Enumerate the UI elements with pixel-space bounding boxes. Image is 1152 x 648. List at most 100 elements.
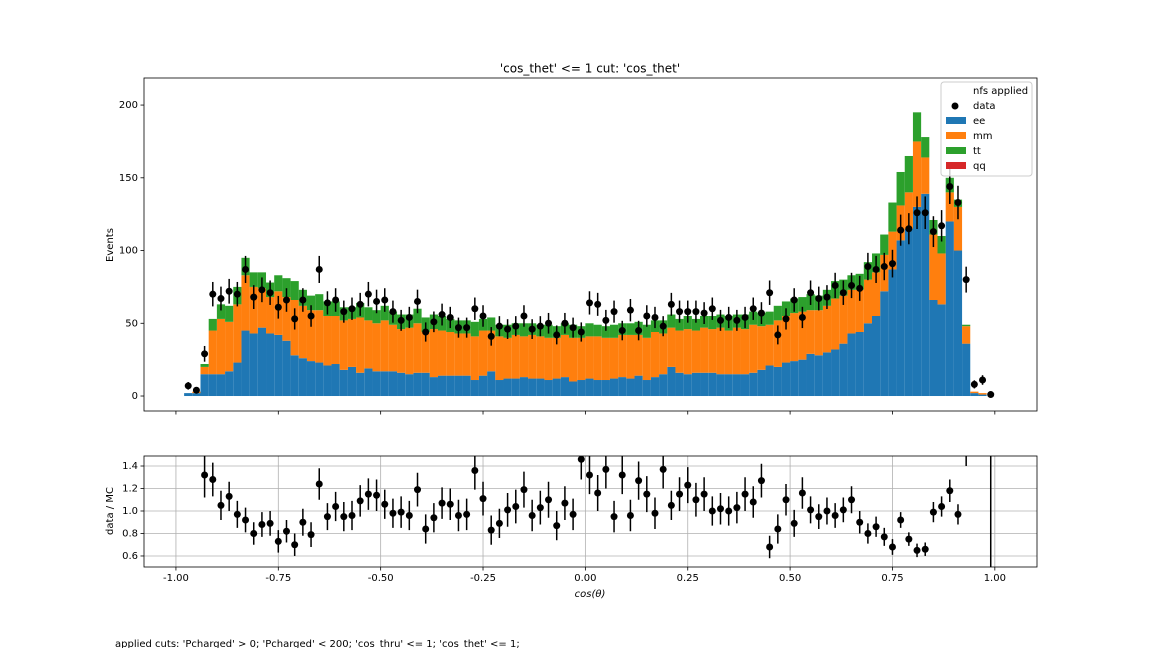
hist-bar bbox=[675, 318, 684, 331]
ratio-point bbox=[446, 500, 454, 508]
hist-bar bbox=[249, 333, 258, 397]
data-point bbox=[405, 313, 413, 321]
ratio-point bbox=[798, 489, 806, 497]
data-point bbox=[929, 228, 937, 236]
hist-bar bbox=[397, 329, 406, 373]
ratio-point bbox=[897, 516, 905, 524]
data-point bbox=[201, 350, 209, 358]
ratio-point bbox=[749, 498, 757, 506]
hist-bar bbox=[298, 358, 307, 397]
data-point bbox=[733, 316, 741, 324]
ratio-point bbox=[397, 508, 405, 516]
hist-bar bbox=[544, 337, 553, 381]
ratio-point bbox=[946, 487, 954, 495]
data-point bbox=[430, 318, 438, 326]
ratio-point bbox=[921, 545, 929, 553]
hist-bar bbox=[904, 228, 913, 397]
data-point bbox=[258, 286, 266, 294]
hist-bar bbox=[634, 334, 643, 376]
hist-bar bbox=[683, 374, 692, 397]
hist-bar bbox=[929, 300, 938, 397]
hist-bar bbox=[421, 372, 430, 397]
ratio-point bbox=[545, 496, 553, 504]
hist-bar bbox=[429, 329, 438, 378]
ratio-point bbox=[299, 518, 307, 526]
data-point bbox=[659, 322, 667, 330]
hist-bar bbox=[781, 362, 791, 397]
hist-bar bbox=[601, 326, 610, 338]
ratio-point bbox=[520, 486, 528, 494]
data-point bbox=[422, 328, 430, 336]
hist-bar bbox=[208, 330, 217, 375]
data-point bbox=[676, 308, 684, 316]
hist-bar bbox=[208, 374, 217, 397]
hist-bar bbox=[552, 337, 561, 379]
ratio-point bbox=[438, 499, 446, 507]
ratio-point bbox=[422, 525, 430, 533]
hist-bar bbox=[388, 371, 398, 397]
hist-bar bbox=[364, 307, 373, 321]
ratio-point bbox=[250, 529, 258, 537]
hist-bar bbox=[806, 353, 815, 397]
x-tick-label: -0.25 bbox=[470, 573, 496, 584]
hist-bar bbox=[912, 112, 922, 142]
ratio-point bbox=[594, 489, 602, 497]
hist-bar bbox=[790, 313, 799, 362]
hist-bar bbox=[257, 327, 267, 397]
hist-bar bbox=[315, 310, 324, 363]
hist-bar bbox=[609, 378, 619, 397]
hist-bar bbox=[716, 374, 725, 397]
legend-label: data bbox=[973, 101, 996, 112]
data-point bbox=[667, 300, 675, 308]
hist-bar bbox=[315, 362, 324, 397]
ratio-point bbox=[577, 456, 585, 463]
ratio-point bbox=[708, 507, 716, 515]
x-tick-label: 0.25 bbox=[677, 573, 699, 584]
data-point bbox=[479, 312, 487, 320]
hist-bar bbox=[847, 333, 856, 397]
hist-bar bbox=[446, 332, 455, 376]
data-point bbox=[340, 308, 348, 316]
data-point bbox=[848, 281, 856, 289]
hist-bar bbox=[446, 375, 455, 397]
hist-bar bbox=[290, 281, 299, 300]
y-axis-label: Events bbox=[105, 228, 116, 262]
ratio-point bbox=[454, 511, 462, 519]
main-plot-area bbox=[184, 112, 995, 399]
hist-bar bbox=[233, 304, 242, 363]
hist-bar bbox=[732, 327, 741, 375]
hist-bar bbox=[912, 206, 922, 397]
ratio-point bbox=[405, 511, 413, 519]
ratio-point bbox=[733, 504, 741, 512]
ratio-point bbox=[766, 543, 774, 551]
hist-bar bbox=[249, 272, 258, 287]
hist-bar bbox=[274, 334, 283, 397]
hist-bar bbox=[871, 272, 881, 317]
hist-bar bbox=[356, 317, 365, 373]
data-point bbox=[700, 309, 708, 317]
x-tick-label: 0.50 bbox=[779, 573, 801, 584]
data-point bbox=[225, 287, 233, 295]
data-point bbox=[823, 293, 831, 301]
data-point bbox=[282, 296, 290, 304]
x-axis-label: cos(θ) bbox=[575, 589, 606, 600]
data-point bbox=[332, 296, 340, 304]
hist-bar bbox=[708, 316, 717, 330]
ratio-point bbox=[504, 506, 512, 514]
ratio-point bbox=[430, 514, 438, 522]
axes-frame bbox=[143, 455, 1038, 568]
ratio-point bbox=[315, 480, 323, 488]
ratio-point bbox=[741, 490, 749, 498]
hist-bar bbox=[290, 355, 299, 397]
hist-bar bbox=[487, 330, 496, 372]
data-point bbox=[495, 322, 503, 330]
ratio-point bbox=[233, 510, 241, 518]
hist-bar bbox=[569, 381, 578, 397]
hist-bar bbox=[601, 380, 610, 397]
data-point bbox=[708, 305, 716, 313]
hist-bar bbox=[880, 234, 889, 255]
ratio-point bbox=[471, 467, 479, 475]
hist-bar bbox=[626, 323, 635, 335]
hist-bar bbox=[675, 330, 684, 373]
hist-bar bbox=[650, 332, 660, 378]
